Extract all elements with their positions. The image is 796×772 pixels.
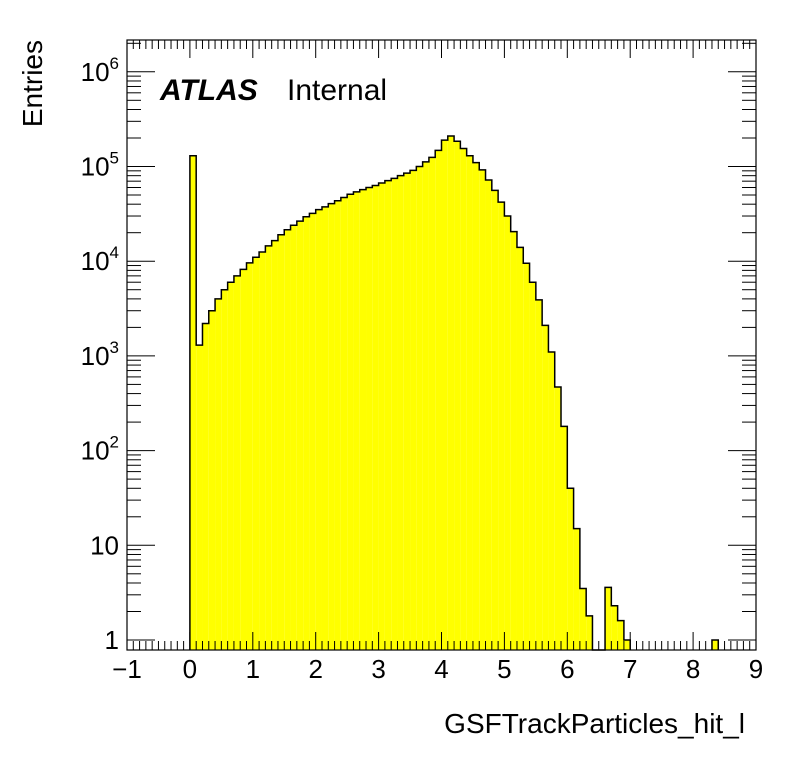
histogram-bar: [422, 161, 429, 650]
histogram-bar: [309, 213, 316, 650]
histogram-bar: [334, 200, 341, 651]
y-tick-label: 10: [90, 530, 119, 560]
y-tick-label: 1: [105, 625, 119, 655]
axes: −1 0 1 2 3 4 5 6 7 8 9 1 10 102 103 104 105 106: [81, 39, 763, 684]
histogram-bar: [435, 150, 442, 650]
x-axis-title: GSFTrackParticles_hit_l: [444, 708, 745, 739]
histogram-bar: [516, 247, 524, 650]
histogram-bar: [372, 185, 379, 651]
x-tick-label: 7: [623, 654, 637, 684]
histogram-bar: [240, 269, 247, 650]
histogram-bar: [510, 231, 517, 650]
histogram-bar: [535, 299, 543, 650]
x-tick-label: 3: [371, 654, 385, 684]
y-axis-title: Entries: [17, 40, 48, 127]
histogram-bar: [410, 170, 417, 650]
histogram-bar: [498, 202, 505, 651]
histogram-bar: [397, 175, 404, 651]
histogram-bar: [573, 528, 580, 650]
histogram-bar: [447, 135, 455, 650]
histogram-bar: [472, 162, 480, 650]
histogram-bar: [623, 640, 631, 650]
x-tick-label: 5: [497, 654, 511, 684]
histogram-bar: [189, 155, 197, 650]
histogram-bar: [523, 263, 530, 650]
histogram-bar: [359, 189, 367, 650]
x-tick-label: 8: [686, 654, 700, 684]
histogram-bar: [711, 640, 719, 650]
x-tick-label: 9: [749, 654, 763, 684]
histogram-bar: [328, 203, 335, 650]
histogram-bar: [303, 216, 310, 650]
histogram-bar: [554, 386, 562, 650]
histogram-bar: [290, 225, 297, 650]
x-tick-label: 2: [308, 654, 322, 684]
histogram-bar: [454, 141, 461, 650]
histogram-bar: [202, 323, 209, 650]
histogram-bar: [277, 234, 285, 650]
histogram-bar: [579, 588, 587, 650]
y-tick-label: 103: [81, 338, 119, 371]
histogram-bar: [296, 221, 304, 650]
histogram-bar: [366, 187, 373, 650]
histogram-bar: [221, 289, 228, 650]
histogram-bar: [215, 298, 222, 650]
histogram-bar: [315, 209, 322, 650]
y-tick-label: 105: [81, 149, 119, 182]
histogram-bar: [265, 245, 272, 650]
x-tick-label: 1: [246, 654, 260, 684]
x-tick-label: 4: [434, 654, 448, 684]
histogram-bar: [284, 229, 291, 650]
histogram-bar: [246, 262, 253, 650]
histogram-bar: [586, 615, 593, 650]
histogram-bar: [567, 488, 574, 650]
histogram-bar: [196, 345, 203, 650]
histogram-bar: [378, 182, 385, 651]
x-tick-label: −1: [112, 654, 142, 684]
histogram-bar: [617, 620, 624, 650]
histogram-bar: [441, 140, 448, 650]
internal-label: Internal: [287, 74, 387, 107]
histogram-bar: [491, 190, 499, 650]
histogram-bar: [391, 178, 398, 650]
histogram-bar: [384, 180, 392, 651]
y-tick-label: 102: [81, 433, 119, 466]
histogram-bar: [208, 310, 216, 650]
histogram-bar: [542, 325, 549, 650]
atlas-label: ATLAS: [159, 74, 258, 107]
histogram-bar: [340, 197, 348, 650]
histogram-bar: [561, 426, 568, 650]
histogram-bar: [485, 180, 492, 650]
histogram-bar: [259, 252, 266, 650]
histogram-bar: [466, 155, 473, 650]
histogram-bar: [504, 216, 511, 651]
y-tick-label: 106: [81, 54, 119, 87]
histogram-bar: [347, 194, 354, 650]
y-tick-label: 104: [81, 243, 119, 276]
histogram-bar: [227, 282, 234, 650]
histogram-bar: [460, 148, 467, 650]
histogram-bar: [605, 587, 612, 650]
histogram-bar: [271, 240, 278, 651]
histogram-bar: [529, 282, 536, 650]
histogram-bar: [416, 166, 423, 650]
histogram-bar: [403, 173, 411, 650]
histogram-bar: [353, 191, 360, 650]
histogram-bar: [252, 257, 260, 650]
x-tick-label: 6: [560, 654, 574, 684]
histogram-bar: [479, 169, 486, 650]
histogram-bar: [548, 351, 555, 650]
histogram-bar: [428, 157, 436, 650]
histogram-bar: [611, 605, 618, 650]
plot-area: [189, 135, 720, 651]
histogram-bar: [233, 275, 241, 650]
x-tick-label: 0: [183, 654, 197, 684]
histogram-bar: [321, 206, 329, 650]
